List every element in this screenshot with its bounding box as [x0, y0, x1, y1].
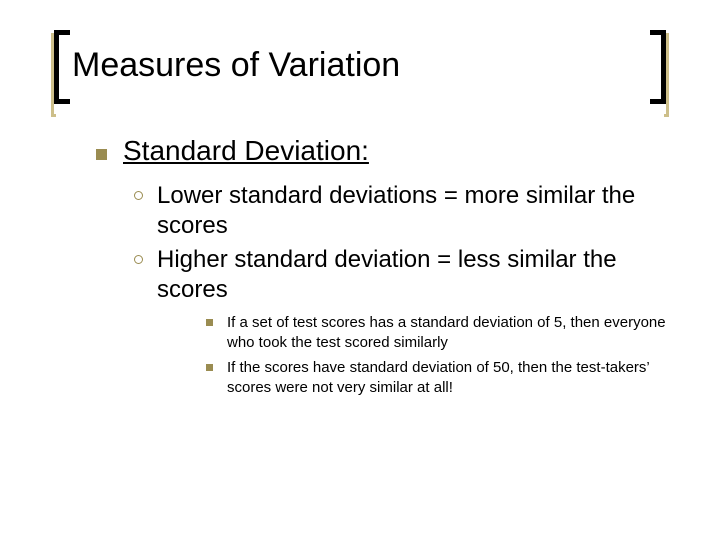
- level3-list: If a set of test scores has a standard d…: [134, 313, 670, 397]
- slide-body: Standard Deviation: Lower standard devia…: [68, 135, 670, 397]
- square-bullet-small-icon: [206, 319, 213, 326]
- level2-list: Lower standard deviations = more similar…: [96, 181, 670, 397]
- level3-text: If a set of test scores has a standard d…: [227, 313, 670, 352]
- level1-item: Standard Deviation:: [96, 135, 670, 167]
- level3-item: If a set of test scores has a standard d…: [206, 313, 670, 352]
- title-container: Measures of Variation: [68, 38, 404, 93]
- level2-text: Lower standard deviations = more similar…: [157, 181, 670, 241]
- bracket-left-icon: [54, 30, 70, 104]
- level1-heading: Standard Deviation:: [123, 135, 369, 167]
- level2-text: Higher standard deviation = less similar…: [157, 245, 670, 305]
- bracket-right-icon: [650, 30, 666, 104]
- level3-text: If the scores have standard deviation of…: [227, 358, 670, 397]
- square-bullet-icon: [96, 149, 107, 160]
- slide-title: Measures of Variation: [68, 38, 404, 93]
- level2-item: Higher standard deviation = less similar…: [134, 245, 670, 305]
- circle-bullet-icon: [134, 191, 143, 200]
- level2-item: Lower standard deviations = more similar…: [134, 181, 670, 241]
- circle-bullet-icon: [134, 255, 143, 264]
- square-bullet-small-icon: [206, 364, 213, 371]
- level3-item: If the scores have standard deviation of…: [206, 358, 670, 397]
- slide: Measures of Variation Standard Deviation…: [0, 0, 720, 540]
